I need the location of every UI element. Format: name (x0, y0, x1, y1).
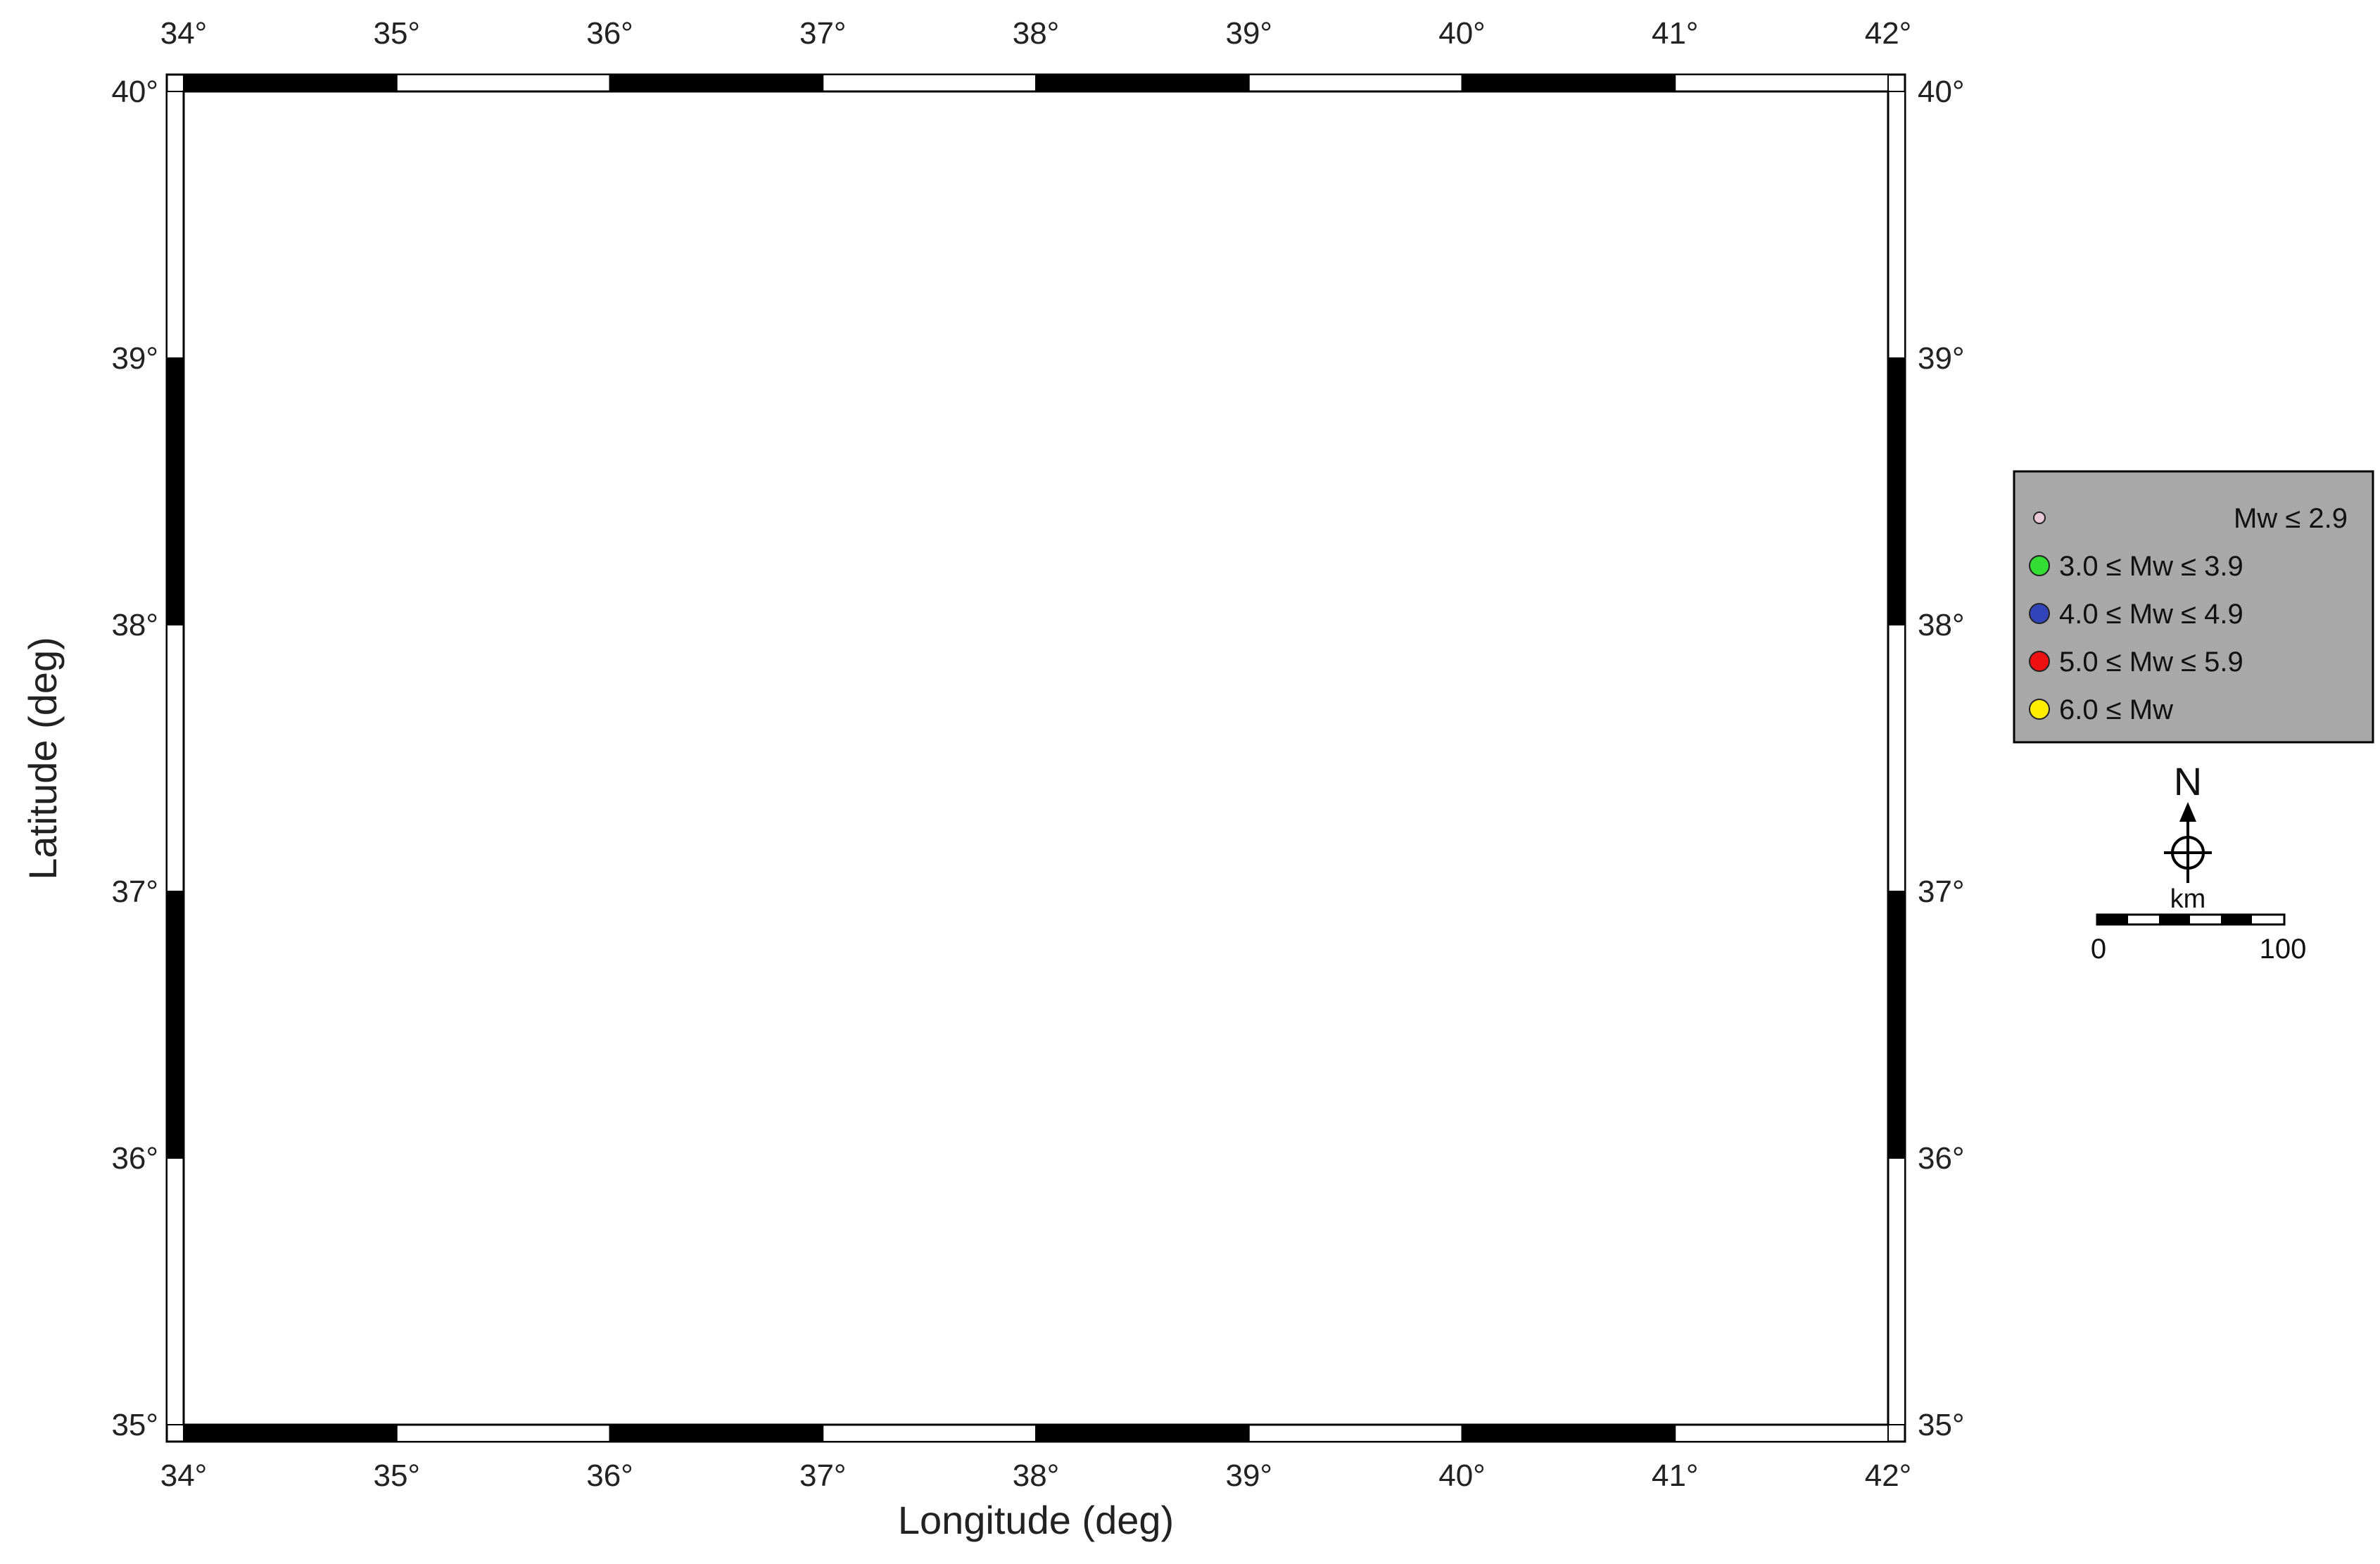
seismicity-map-figure: ElazığBingölMalatyaDiyarbakırAdıyamanK.M… (20, 16, 2374, 1542)
